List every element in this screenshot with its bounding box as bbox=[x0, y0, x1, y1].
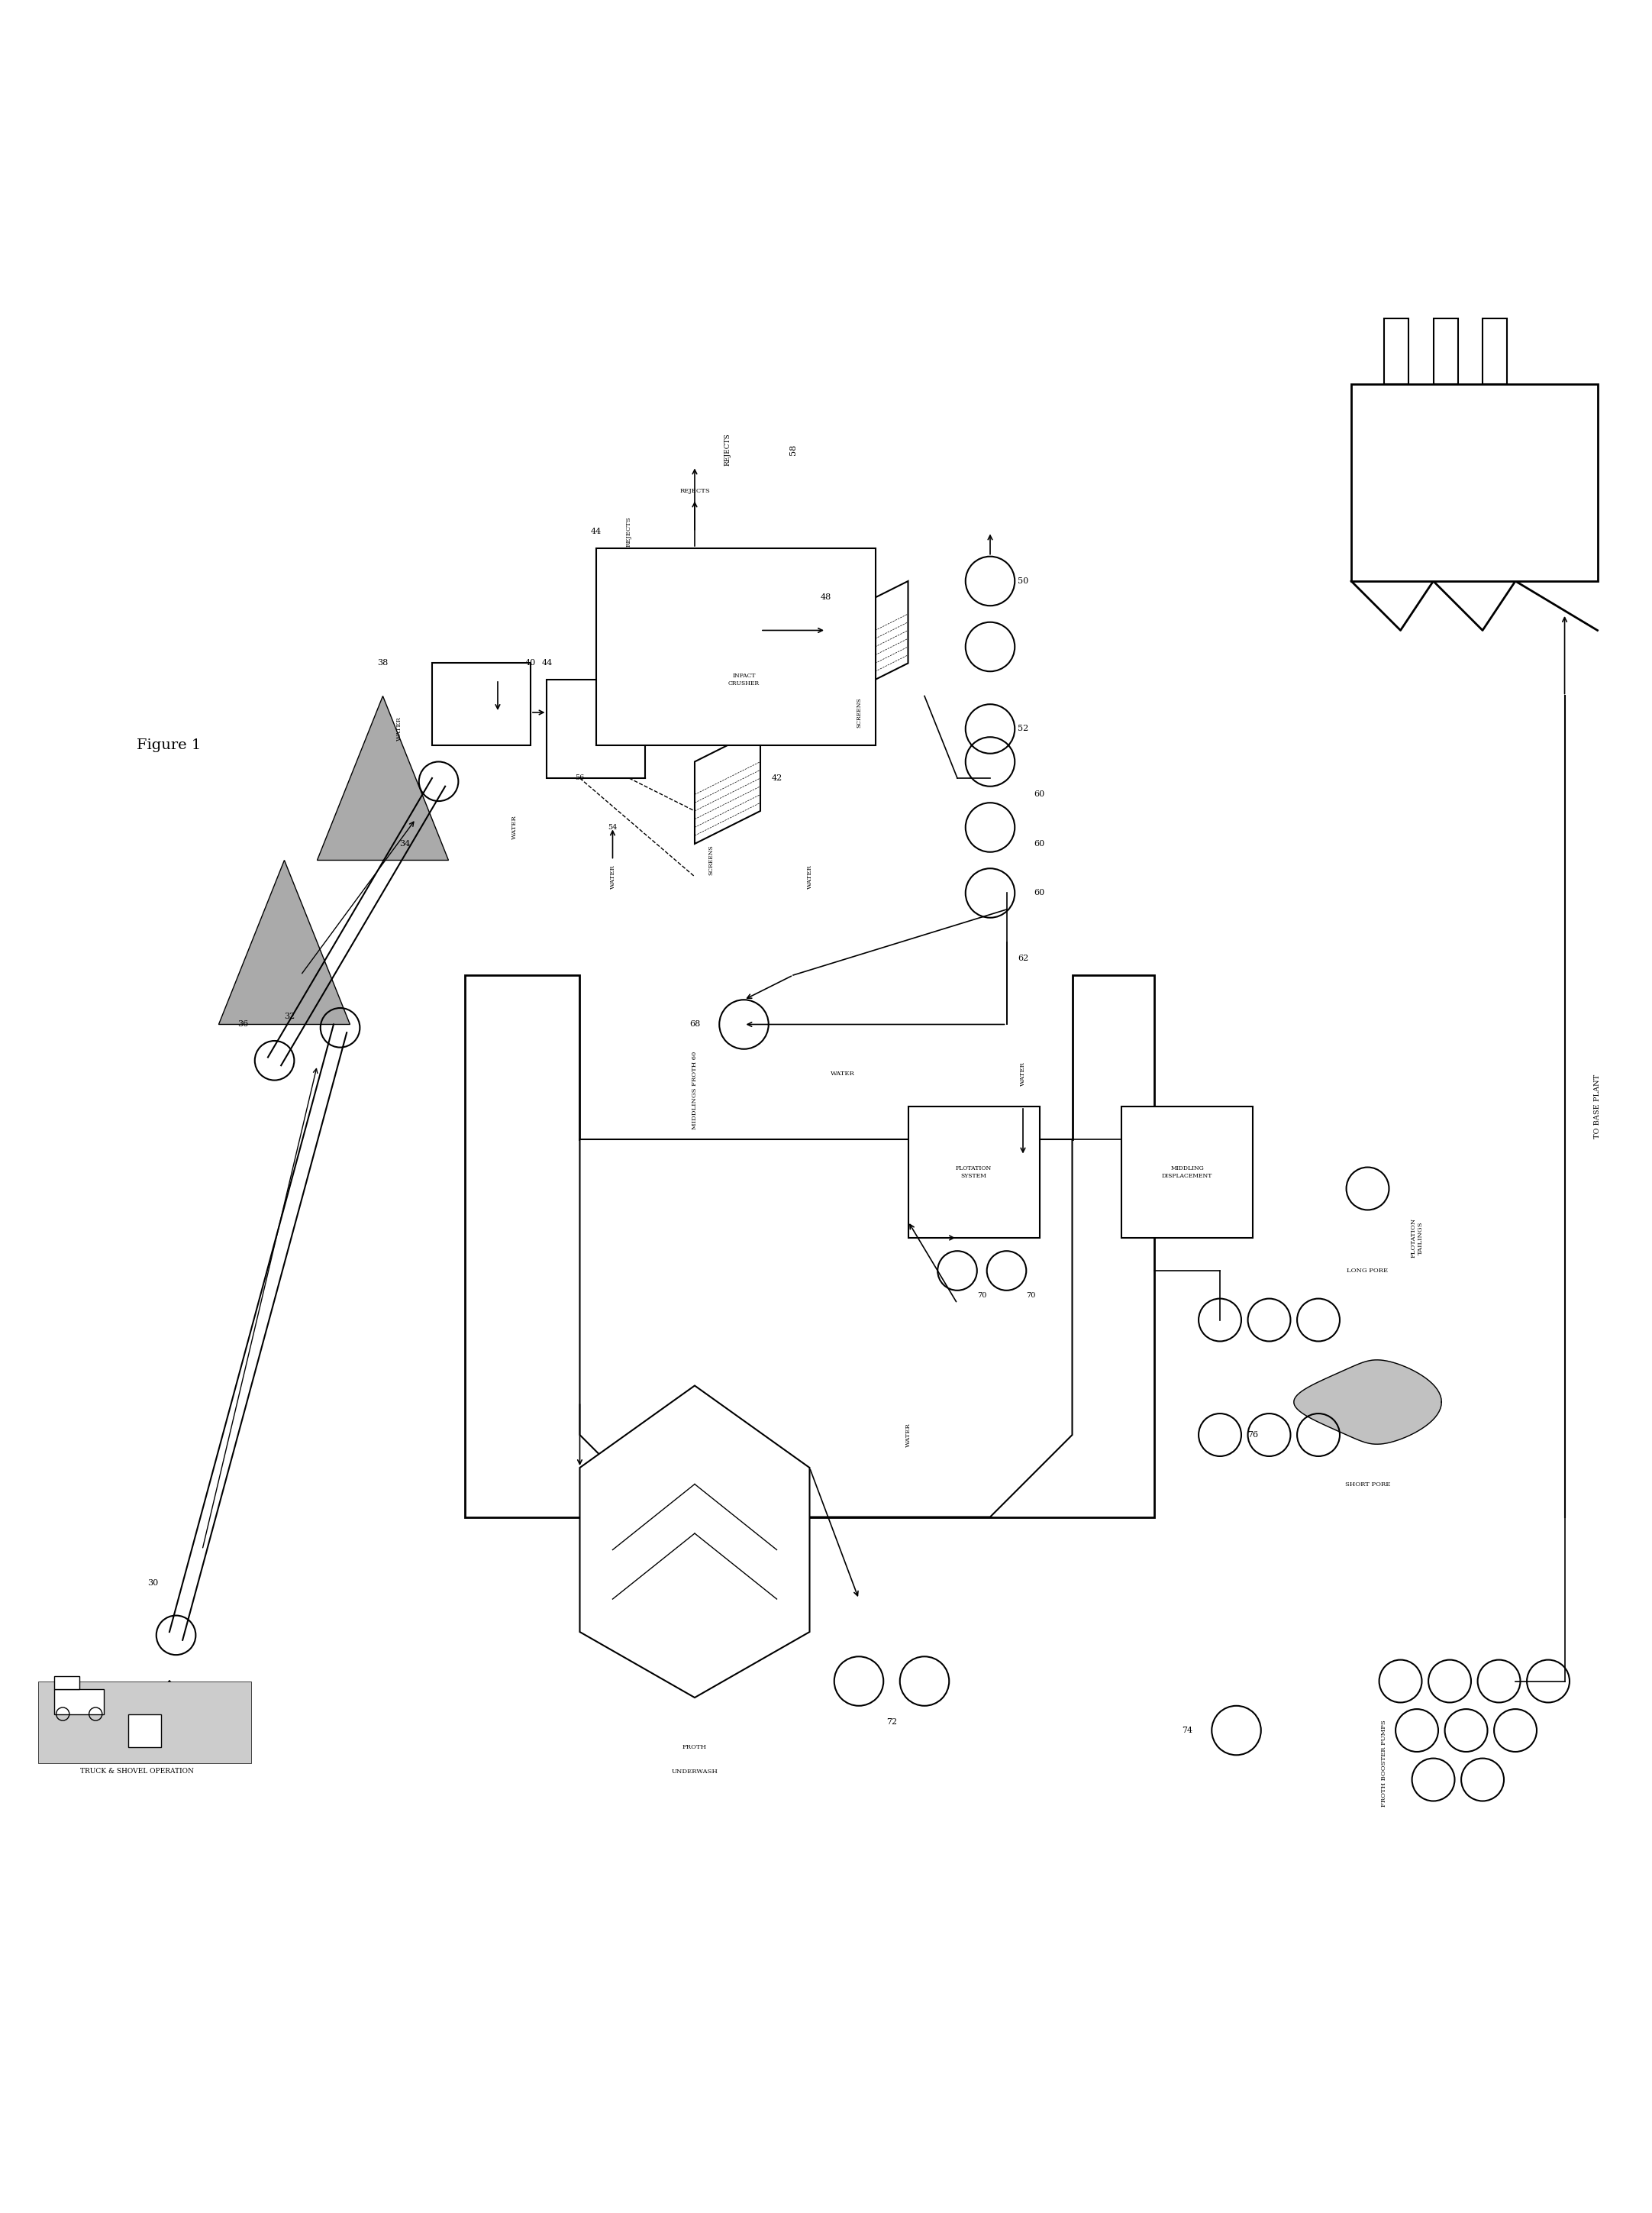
Bar bbox=[1384, 319, 1409, 385]
Text: SHORT PORE: SHORT PORE bbox=[1345, 1480, 1391, 1487]
Text: WATER: WATER bbox=[1019, 1062, 1026, 1087]
Polygon shape bbox=[1294, 1361, 1442, 1445]
Polygon shape bbox=[218, 861, 350, 1025]
Polygon shape bbox=[317, 697, 448, 861]
Text: IMPACT CRUSHER: IMPACT CRUSHER bbox=[682, 553, 740, 560]
Text: 40: 40 bbox=[525, 659, 535, 666]
Text: WATER: WATER bbox=[510, 814, 517, 839]
Text: 60: 60 bbox=[1034, 890, 1044, 896]
Text: FROTH: FROTH bbox=[682, 1744, 707, 1750]
Bar bbox=[38, 1682, 251, 1764]
Text: REJECTS: REJECTS bbox=[724, 434, 730, 467]
Text: 50: 50 bbox=[1018, 578, 1029, 584]
Text: 60: 60 bbox=[1034, 790, 1044, 799]
Text: REJECTS: REJECTS bbox=[626, 516, 633, 547]
Polygon shape bbox=[695, 728, 760, 843]
Text: 76: 76 bbox=[1247, 1432, 1259, 1438]
Text: WATER: WATER bbox=[610, 865, 616, 890]
Text: 32: 32 bbox=[284, 1011, 296, 1020]
Text: SCREENS: SCREENS bbox=[856, 697, 862, 728]
Text: 34: 34 bbox=[400, 841, 410, 848]
Text: FLOTATION
SYSTEM: FLOTATION SYSTEM bbox=[957, 1166, 991, 1180]
Text: 72: 72 bbox=[885, 1717, 897, 1726]
Text: TRUCK & SHOVEL OPERATION: TRUCK & SHOVEL OPERATION bbox=[79, 1768, 193, 1775]
Text: TO BASE PLANT: TO BASE PLANT bbox=[1594, 1073, 1601, 1140]
Text: 38: 38 bbox=[377, 659, 388, 666]
Bar bbox=[1122, 1106, 1252, 1237]
Text: 44: 44 bbox=[591, 529, 601, 536]
Text: 30: 30 bbox=[147, 1578, 159, 1587]
Text: FLOTATION
TAILINGS: FLOTATION TAILINGS bbox=[1411, 1217, 1424, 1257]
Bar bbox=[55, 1675, 79, 1689]
Text: 52: 52 bbox=[1018, 726, 1029, 733]
Text: 56: 56 bbox=[575, 775, 585, 781]
Text: WATER: WATER bbox=[806, 865, 813, 890]
Polygon shape bbox=[464, 976, 1155, 1516]
Bar bbox=[433, 664, 530, 746]
Text: 62: 62 bbox=[1018, 956, 1029, 963]
Bar bbox=[1482, 319, 1507, 385]
Text: 42: 42 bbox=[771, 775, 781, 781]
Text: 68: 68 bbox=[689, 1020, 700, 1029]
Text: 46: 46 bbox=[672, 611, 684, 617]
Text: WATER: WATER bbox=[905, 1423, 912, 1447]
Text: INPACT
CRUSHER: INPACT CRUSHER bbox=[729, 673, 760, 686]
Bar bbox=[129, 1715, 162, 1746]
Text: SCREENS: SCREENS bbox=[709, 845, 714, 876]
Polygon shape bbox=[580, 1385, 809, 1697]
Bar bbox=[596, 549, 876, 746]
Bar bbox=[55, 1689, 104, 1715]
Text: 74: 74 bbox=[1181, 1726, 1193, 1735]
Text: 70: 70 bbox=[978, 1292, 986, 1299]
Text: 44: 44 bbox=[542, 659, 552, 666]
Text: 48: 48 bbox=[821, 593, 831, 602]
Text: FROTH BOOSTER PUMPS: FROTH BOOSTER PUMPS bbox=[1381, 1720, 1388, 1806]
Text: WATER: WATER bbox=[396, 717, 403, 741]
Text: WATER: WATER bbox=[831, 1071, 854, 1078]
Text: MIDDLINGS FROTH 60: MIDDLINGS FROTH 60 bbox=[692, 1051, 697, 1129]
Polygon shape bbox=[843, 582, 909, 697]
Text: 54: 54 bbox=[608, 823, 618, 830]
Text: REJECTS: REJECTS bbox=[679, 487, 710, 493]
Bar bbox=[547, 679, 646, 779]
Text: 60: 60 bbox=[1034, 841, 1044, 848]
Text: 70: 70 bbox=[1026, 1292, 1036, 1299]
Text: 36: 36 bbox=[238, 1020, 249, 1029]
Bar bbox=[909, 1106, 1039, 1237]
Bar bbox=[1351, 385, 1597, 582]
Text: MIDDLING
DISPLACEMENT: MIDDLING DISPLACEMENT bbox=[1161, 1166, 1213, 1180]
Text: UNDERWASH: UNDERWASH bbox=[671, 1768, 719, 1775]
Bar bbox=[1434, 319, 1459, 385]
Polygon shape bbox=[580, 1140, 1072, 1516]
Text: Figure 1: Figure 1 bbox=[137, 739, 202, 752]
Text: LONG PORE: LONG PORE bbox=[1346, 1268, 1388, 1275]
Text: 58: 58 bbox=[790, 445, 796, 456]
